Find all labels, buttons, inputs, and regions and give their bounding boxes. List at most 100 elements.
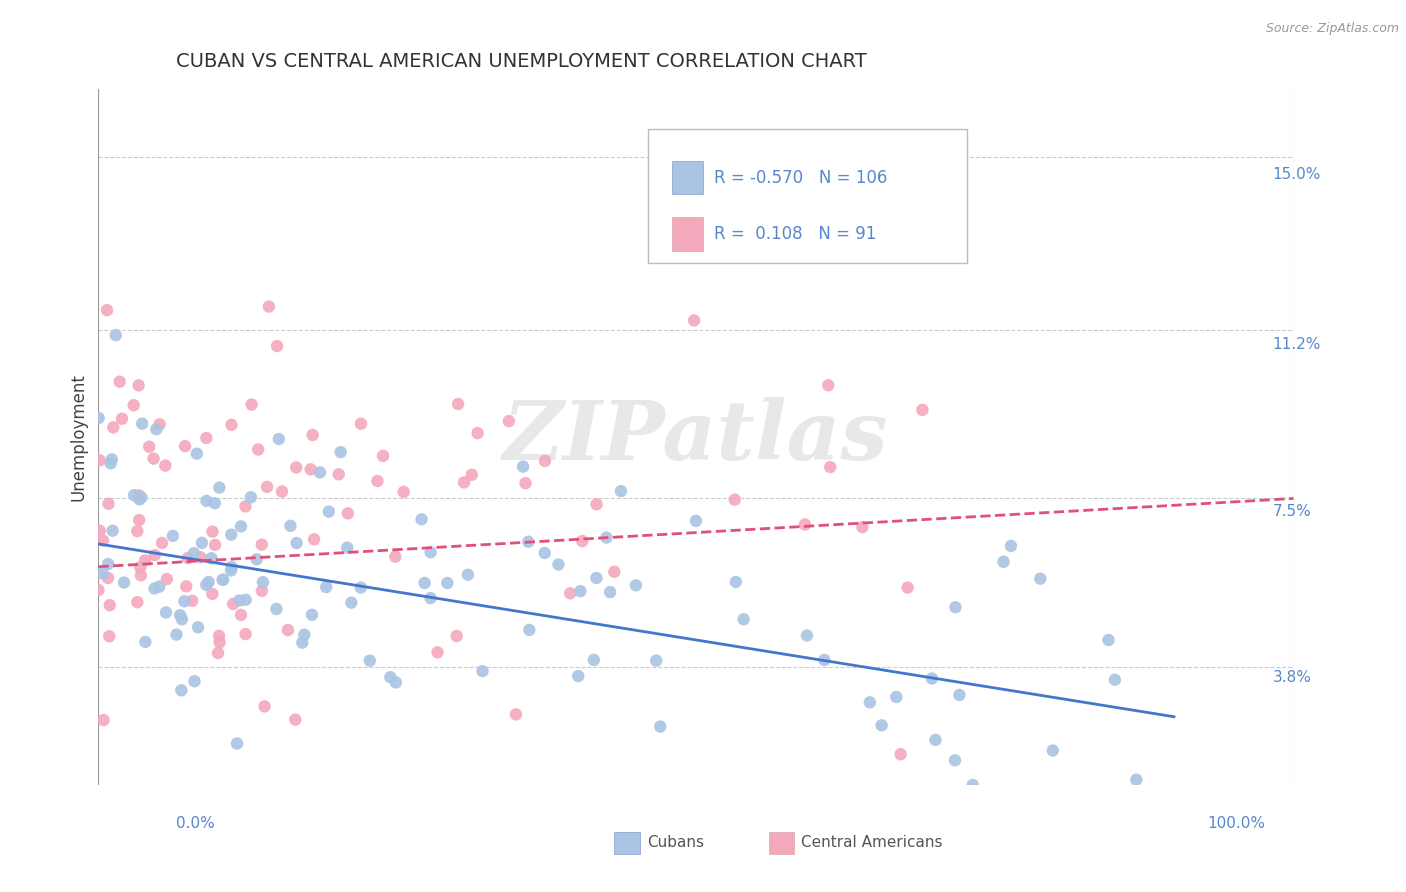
Point (380, 670, 402, 684)
Point (131, 417, 153, 431)
Text: Cubans: Cubans (647, 836, 704, 850)
Point (301, 607, 323, 622)
Point (149, 417, 172, 432)
Point (204, 496, 226, 510)
Point (1104, 673, 1126, 687)
Point (517, 623, 540, 637)
Point (97, 557, 120, 571)
Point (191, 536, 214, 550)
Point (1042, 743, 1064, 757)
Point (155, 458, 177, 473)
Point (190, 550, 212, 565)
Point (219, 563, 242, 577)
Point (585, 571, 607, 585)
Point (567, 669, 589, 683)
Point (211, 573, 233, 587)
Point (350, 417, 373, 431)
Point (181, 594, 204, 608)
Point (267, 432, 290, 446)
Point (150, 536, 173, 550)
Text: 100.0%: 100.0% (1208, 816, 1265, 831)
Point (221, 417, 243, 432)
Y-axis label: Unemployment: Unemployment (69, 373, 87, 501)
Point (143, 582, 166, 596)
Point (239, 490, 262, 504)
Point (585, 497, 607, 511)
Point (921, 672, 943, 686)
Point (350, 581, 373, 595)
Point (212, 573, 235, 587)
Point (98, 598, 121, 612)
Point (610, 484, 633, 499)
Point (98, 629, 121, 643)
Point (253, 699, 276, 714)
Point (93, 713, 115, 727)
Point (371, 449, 394, 463)
Point (385, 675, 408, 690)
Point (603, 565, 626, 579)
Point (683, 313, 706, 327)
Point (143, 548, 166, 562)
Point (229, 607, 252, 622)
Point (266, 602, 288, 616)
Point (166, 627, 188, 641)
Text: 3.8%: 3.8% (1272, 670, 1312, 685)
Point (962, 778, 984, 792)
Point (301, 428, 323, 442)
Point (533, 546, 555, 560)
Point (247, 442, 270, 457)
Point (280, 519, 302, 533)
Point (813, 653, 835, 667)
Point (128, 492, 150, 507)
Point (945, 600, 967, 615)
Point (426, 645, 449, 659)
Point (498, 414, 520, 428)
Point (127, 595, 149, 609)
Point (886, 690, 908, 704)
Point (235, 592, 257, 607)
Point (246, 552, 269, 566)
Point (285, 460, 308, 475)
Point (128, 488, 150, 502)
Point (169, 608, 191, 623)
Point (252, 575, 274, 590)
Point (461, 467, 484, 482)
Point (318, 505, 340, 519)
Point (292, 628, 315, 642)
Point (366, 474, 388, 488)
Text: Source: ZipAtlas.com: Source: ZipAtlas.com (1265, 22, 1399, 36)
Point (177, 551, 200, 566)
Point (413, 575, 436, 590)
Point (138, 440, 160, 454)
Point (170, 683, 193, 698)
Point (436, 576, 458, 591)
Point (112, 575, 135, 590)
Point (87, 411, 110, 425)
Point (104, 328, 127, 343)
Point (924, 732, 946, 747)
Point (235, 627, 257, 641)
Point (155, 606, 177, 620)
Point (128, 378, 150, 392)
Point (201, 587, 224, 601)
Point (229, 519, 252, 533)
Point (471, 664, 494, 678)
Point (512, 459, 534, 474)
Text: R =  0.108   N = 91: R = 0.108 N = 91 (714, 225, 876, 243)
Point (219, 527, 242, 541)
Point (1029, 572, 1052, 586)
Point (285, 536, 308, 550)
Point (208, 629, 231, 643)
Point (645, 654, 668, 668)
Text: 15.0%: 15.0% (1272, 167, 1320, 182)
Point (174, 579, 197, 593)
Point (221, 560, 243, 574)
Point (173, 594, 195, 608)
Point (195, 578, 218, 592)
Point (186, 447, 208, 461)
Point (328, 467, 350, 482)
Point (162, 529, 184, 543)
Point (103, 420, 125, 434)
Point (222, 597, 245, 611)
Point (302, 533, 325, 547)
